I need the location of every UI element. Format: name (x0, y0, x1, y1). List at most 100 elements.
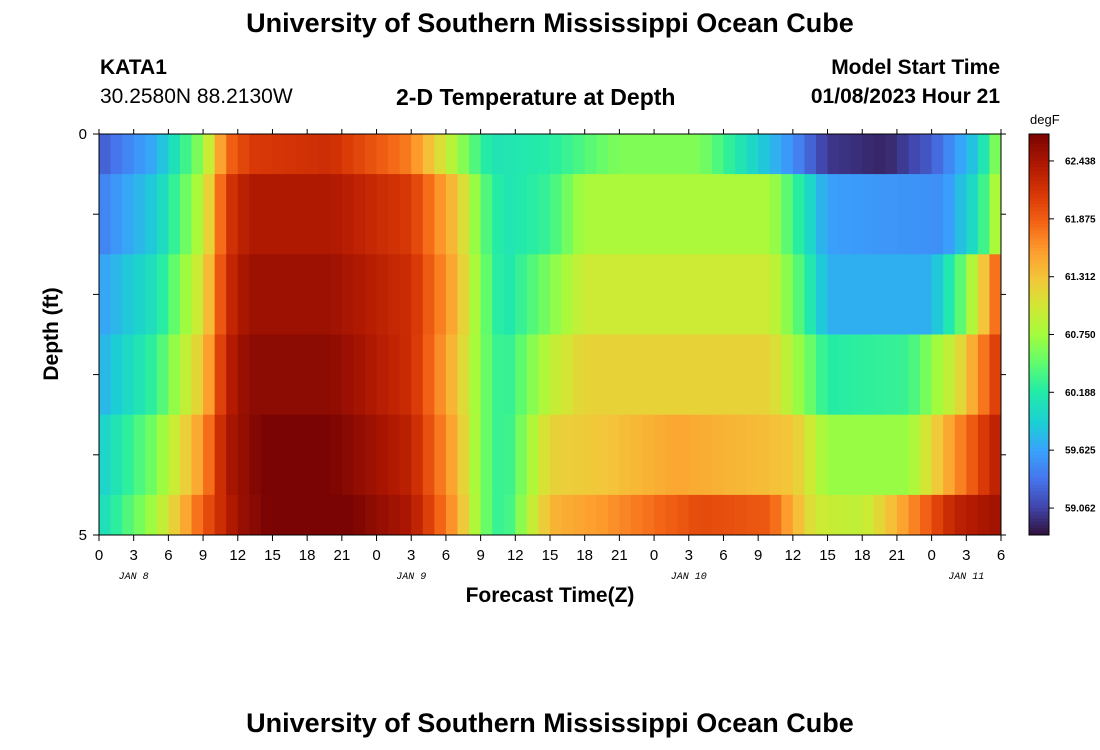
heatmap-cell-layer5-h5 (156, 494, 169, 536)
heatmap-cell-layer0-h0 (99, 134, 111, 175)
colorbar-segment (1029, 451, 1049, 456)
heatmap-cell-layer1-h38 (538, 174, 551, 255)
colorbar-segment (1029, 438, 1049, 442)
colorbar-segment (1029, 237, 1049, 242)
station-coordinates: 30.2580N 88.2130W (100, 85, 293, 108)
heatmap-cell-layer1-h0 (99, 174, 111, 255)
colorbar-segment (1029, 184, 1049, 188)
heatmap-cell-layer0-h43 (596, 134, 609, 175)
colorbar-segment (1029, 424, 1049, 429)
heatmap-cell-layer2-h73 (943, 254, 956, 335)
heatmap-cell-layer5-h16 (284, 494, 296, 536)
heatmap-cell-layer2-h9 (203, 254, 216, 335)
heatmap-cell-layer5-h19 (318, 494, 331, 536)
colorbar-segment (1029, 418, 1049, 422)
colorbar-segment (1029, 448, 1049, 452)
heatmap-cell-layer5-h36 (515, 494, 528, 536)
colorbar-segment (1029, 234, 1049, 239)
heatmap-cell-layer1-h14 (260, 174, 273, 255)
heatmap-cell-layer1-h21 (341, 174, 354, 255)
colorbar-segment (1029, 384, 1049, 389)
colorbar-segment (1029, 337, 1049, 342)
heatmap-cell-layer0-h67 (873, 134, 886, 175)
heatmap-cell-layer5-h8 (191, 494, 204, 536)
heatmap-cell-layer3-h17 (295, 334, 308, 416)
heatmap-cell-layer0-h62 (815, 134, 828, 175)
colorbar-segment (1029, 408, 1049, 412)
heatmap-cell-layer5-h45 (619, 494, 632, 536)
heatmap-cell-layer4-h51 (688, 414, 701, 496)
heatmap-cell-layer3-h29 (434, 334, 447, 416)
heatmap-cell-layer4-h48 (654, 414, 667, 496)
heatmap-cell-layer0-h56 (746, 134, 759, 175)
heatmap-cell-layer2-h29 (434, 254, 447, 335)
heatmap-cell-layer4-h71 (920, 414, 933, 496)
heatmap-cell-layer5-h70 (908, 494, 921, 536)
chart-subtitle: 2-D Temperature at Depth (396, 84, 676, 110)
colorbar-segment (1029, 441, 1049, 446)
heatmap-cell-layer5-h77 (989, 494, 1002, 536)
heatmap-cell-layer2-h46 (630, 254, 643, 335)
heatmap-cell-layer1-h44 (607, 174, 620, 255)
colorbar-segment (1029, 501, 1049, 506)
colorbar-segment (1029, 321, 1049, 325)
heatmap-cell-layer0-h60 (792, 134, 805, 175)
colorbar-segment (1029, 498, 1049, 503)
heatmap-cell-layer3-h59 (781, 334, 794, 416)
heatmap-cell-layer4-h20 (330, 414, 343, 496)
colorbar-segment (1029, 287, 1049, 292)
colorbar-tick-label: 59.062 (1065, 504, 1096, 515)
colorbar-segment (1029, 311, 1049, 315)
heatmap-cell-layer5-h0 (99, 494, 111, 536)
heatmap-cell-layer5-h72 (931, 494, 944, 536)
x-tick-label: 21 (334, 547, 351, 564)
heatmap-cell-layer5-h32 (469, 494, 482, 536)
y-tick-label: 0 (79, 126, 87, 143)
x-tick-label: 12 (785, 547, 802, 564)
heatmap-cell-layer1-h75 (966, 174, 979, 255)
heatmap-cell-layer4-h36 (515, 414, 528, 496)
heatmap-cell-layer2-h36 (515, 254, 528, 335)
colorbar-segment (1029, 518, 1049, 523)
heatmap-cell-layer3-h67 (873, 334, 886, 416)
heatmap-cell-layer0-h11 (226, 134, 239, 175)
colorbar-segment (1029, 260, 1049, 265)
colorbar-segment (1029, 250, 1049, 255)
x-tick-label: 0 (95, 547, 103, 564)
y-axis-label: Depth (ft) (40, 287, 63, 381)
heatmap-cell-layer5-h2 (122, 494, 135, 536)
heatmap-cell-layer0-h50 (677, 134, 690, 175)
heatmap-cell-layer2-h63 (827, 254, 840, 335)
heatmap-cell-layer3-h3 (133, 334, 146, 416)
colorbar-segment (1029, 464, 1049, 469)
heatmap-cell-layer5-h57 (758, 494, 771, 536)
heatmap-cell-layer5-h40 (561, 494, 574, 536)
colorbar-segment (1029, 217, 1049, 222)
colorbar-segment (1029, 344, 1049, 349)
heatmap-cell-layer5-h52 (700, 494, 713, 536)
heatmap-cell-layer1-h36 (515, 174, 528, 255)
heatmap-cell-layer3-h73 (943, 334, 956, 416)
colorbar-segment (1029, 434, 1049, 439)
axes: 0 3 6 9 12 15 18 21 0 3 6 9 12 15 18 21 0 3 6 9 12 15 18 21 0 3 6 J… (79, 126, 1006, 583)
heatmap-cell-layer2-h26 (399, 254, 412, 335)
heatmap-cell-layer1-h55 (735, 174, 747, 255)
colorbar-segment (1029, 180, 1049, 185)
heatmap-cell-layer2-h59 (781, 254, 794, 335)
heatmap-cell-layer3-h20 (330, 334, 343, 416)
heatmap-cell-layer4-h5 (156, 414, 169, 496)
heatmap-cell-layer1-h69 (896, 174, 909, 255)
heatmap-cell-layer0-h55 (735, 134, 747, 175)
heatmap-cell-layer1-h72 (931, 174, 944, 255)
heatmap-cell-layer2-h1 (110, 254, 123, 335)
heatmap-cell-layer5-h53 (711, 494, 724, 536)
heatmap-cell-layer0-h66 (862, 134, 875, 175)
colorbar-segment (1029, 491, 1049, 496)
heatmap-cell-layer1-h4 (145, 174, 158, 255)
heatmap-cell-layer3-h70 (908, 334, 921, 416)
colorbar-segment (1029, 508, 1049, 513)
colorbar-segment (1029, 271, 1049, 275)
heatmap-cell-layer5-h3 (133, 494, 146, 536)
colorbar-tick-label: 60.188 (1065, 388, 1096, 399)
heatmap-cell-layer0-h52 (700, 134, 713, 175)
